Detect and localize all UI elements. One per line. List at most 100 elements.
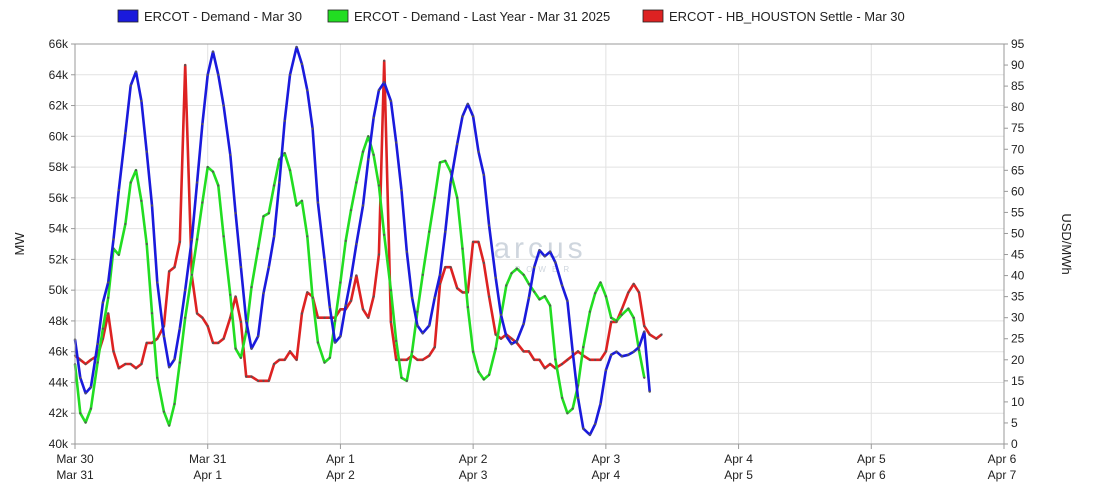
data-point bbox=[482, 173, 485, 176]
y-right-tick-label: 80 bbox=[1011, 100, 1025, 114]
data-point bbox=[250, 347, 253, 350]
data-point bbox=[477, 370, 480, 373]
data-point bbox=[206, 166, 209, 169]
data-point bbox=[267, 379, 270, 382]
data-point bbox=[604, 350, 608, 353]
data-point bbox=[107, 296, 110, 299]
y-right-tick-label: 50 bbox=[1011, 226, 1025, 240]
data-point bbox=[561, 284, 564, 287]
data-point bbox=[549, 362, 552, 366]
data-point bbox=[257, 247, 260, 250]
data-point bbox=[571, 407, 574, 410]
data-point bbox=[173, 266, 176, 269]
data-point bbox=[515, 339, 519, 342]
data-point bbox=[168, 270, 171, 273]
data-point bbox=[288, 169, 292, 172]
data-point bbox=[389, 99, 392, 102]
data-point bbox=[117, 367, 120, 370]
data-point bbox=[627, 291, 630, 294]
data-point bbox=[620, 313, 623, 316]
data-point bbox=[477, 240, 480, 243]
data-point bbox=[383, 233, 386, 236]
y-left-tick-label: 40k bbox=[49, 437, 69, 451]
data-point bbox=[620, 355, 623, 358]
x-tick-label-bottom: Apr 3 bbox=[459, 468, 488, 482]
y-left-tick-label: 56k bbox=[49, 191, 69, 205]
data-point bbox=[278, 158, 281, 161]
data-point bbox=[543, 255, 546, 258]
y-left-tick-label: 58k bbox=[49, 160, 69, 174]
data-point bbox=[510, 337, 513, 340]
data-point bbox=[610, 316, 613, 319]
data-point bbox=[355, 181, 358, 184]
x-tick-label-top: Apr 4 bbox=[724, 452, 753, 466]
data-point bbox=[201, 316, 204, 319]
x-tick-label-bottom: Apr 2 bbox=[326, 468, 355, 482]
data-point bbox=[428, 354, 431, 357]
legend: ERCOT - Demand - Mar 30 ERCOT - Demand -… bbox=[117, 9, 905, 24]
data-point bbox=[477, 150, 480, 153]
data-point bbox=[488, 295, 491, 298]
data-point bbox=[178, 327, 181, 330]
data-point bbox=[234, 347, 237, 350]
y-right-tick-label: 75 bbox=[1011, 121, 1025, 135]
y-right-tick-label: 40 bbox=[1011, 269, 1025, 283]
data-point bbox=[566, 358, 569, 361]
data-point bbox=[510, 342, 513, 346]
data-point bbox=[444, 230, 447, 233]
data-point bbox=[643, 376, 646, 379]
data-point bbox=[444, 266, 447, 269]
data-point bbox=[262, 379, 265, 382]
data-point bbox=[273, 235, 276, 238]
data-point bbox=[239, 266, 242, 269]
data-point bbox=[499, 313, 503, 316]
y-right-tick-label: 85 bbox=[1011, 79, 1025, 93]
y-right-tick-label: 5 bbox=[1011, 416, 1018, 430]
data-point bbox=[533, 358, 536, 361]
data-point bbox=[145, 150, 148, 153]
data-point bbox=[411, 296, 414, 299]
data-point bbox=[433, 196, 436, 199]
data-point bbox=[522, 273, 525, 276]
data-point bbox=[428, 230, 431, 233]
data-point bbox=[234, 295, 237, 298]
data-point bbox=[273, 184, 276, 187]
y-left-tick-label: 48k bbox=[49, 314, 69, 328]
data-point bbox=[494, 347, 497, 350]
data-point bbox=[643, 325, 646, 328]
data-point bbox=[576, 396, 580, 399]
data-point bbox=[637, 349, 641, 352]
y-right-tick-label: 25 bbox=[1011, 332, 1025, 346]
data-point bbox=[383, 59, 386, 62]
data-point bbox=[456, 196, 459, 199]
y-axis-right-title: USD/MWh bbox=[1059, 213, 1074, 274]
data-point bbox=[604, 295, 608, 298]
data-point bbox=[267, 212, 270, 215]
data-point bbox=[456, 287, 459, 290]
data-point bbox=[482, 378, 485, 381]
y-axis-left: 40k 42k 44k 46k 48k 50k 52k 54k 56k 58k 60k 62k 64k 6… bbox=[49, 37, 75, 451]
x-tick-label-top: Apr 6 bbox=[988, 452, 1017, 466]
data-point bbox=[323, 316, 326, 319]
data-point bbox=[311, 127, 314, 130]
y-right-tick-label: 95 bbox=[1011, 37, 1025, 51]
data-point bbox=[566, 412, 569, 415]
data-point bbox=[295, 358, 298, 361]
data-point bbox=[79, 358, 82, 361]
data-point bbox=[655, 337, 658, 340]
data-point bbox=[168, 424, 171, 427]
data-point bbox=[610, 320, 613, 323]
data-point bbox=[306, 235, 309, 238]
data-point bbox=[660, 333, 663, 336]
y-left-tick-label: 52k bbox=[49, 252, 69, 266]
data-point bbox=[84, 421, 87, 424]
data-point bbox=[295, 46, 298, 49]
data-point bbox=[571, 350, 574, 353]
data-point bbox=[461, 291, 464, 294]
data-point bbox=[433, 296, 436, 299]
data-point bbox=[262, 292, 265, 295]
data-point bbox=[444, 159, 447, 162]
data-point bbox=[632, 350, 635, 353]
data-point bbox=[449, 181, 452, 184]
data-point bbox=[355, 274, 358, 277]
